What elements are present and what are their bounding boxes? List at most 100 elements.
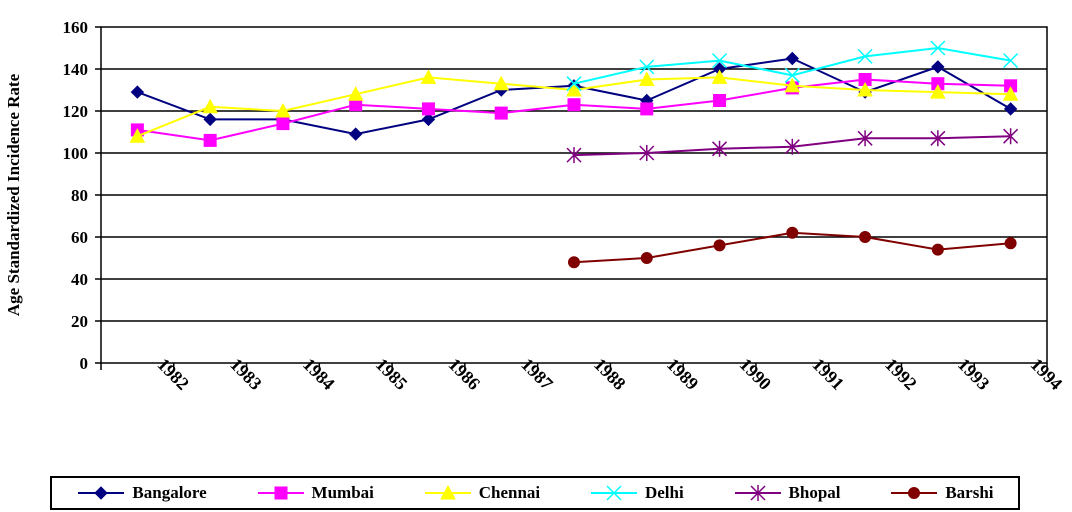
legend-item-mumbai: Mumbai xyxy=(256,483,374,503)
data-point-mumbai xyxy=(494,106,508,120)
legend-swatch-mumbai xyxy=(257,486,304,500)
data-point-bangalore xyxy=(931,60,945,74)
data-point-chennai xyxy=(347,86,364,101)
x-tick-label: 1990 xyxy=(736,354,776,394)
data-point-delhi xyxy=(784,67,800,83)
x-tick-label: 1986 xyxy=(445,354,485,394)
x-tick-label: 1988 xyxy=(590,354,630,394)
legend: Bangalore Mumbai Chennai Delhi Bhopal Barshi xyxy=(50,476,1020,510)
data-point-chennai xyxy=(930,84,946,99)
y-axis-label: Age Standardized Incidence Rate xyxy=(4,73,23,317)
data-point-mumbai xyxy=(567,98,581,112)
data-point-delhi xyxy=(639,59,655,75)
data-point-mumbai xyxy=(421,102,435,116)
data-point-bhopal xyxy=(566,147,582,164)
data-point-bhopal xyxy=(784,138,800,155)
legend-swatch-bhopal xyxy=(734,485,781,501)
data-point-mumbai xyxy=(276,117,290,131)
data-point-bhopal xyxy=(712,140,728,157)
y-tick-label: 20 xyxy=(71,312,88,331)
data-point-bangalore xyxy=(785,51,800,66)
x-tick-label: 1991 xyxy=(808,354,848,394)
legend-label: Bangalore xyxy=(132,483,207,502)
data-point-bangalore xyxy=(348,127,363,141)
legend-label: Chennai xyxy=(478,483,541,502)
data-point-barshi xyxy=(859,231,872,243)
x-tick-label: 1993 xyxy=(954,354,994,394)
data-point-bhopal xyxy=(930,130,946,147)
legend-swatch-barshi xyxy=(891,487,938,499)
x-tick-label: 1987 xyxy=(517,354,557,394)
legend-marker xyxy=(750,485,766,501)
x-tick-label: 1989 xyxy=(663,354,703,394)
data-point-barshi xyxy=(786,226,799,239)
data-point-mumbai xyxy=(203,133,217,147)
data-point-chennai xyxy=(566,81,582,97)
data-point-mumbai xyxy=(713,94,727,107)
legend-label: Delhi xyxy=(644,483,684,502)
legend-swatch-chennai xyxy=(424,484,471,500)
data-point-chennai xyxy=(784,77,801,93)
data-point-chennai xyxy=(638,71,655,86)
data-point-bangalore xyxy=(421,112,436,127)
legend-item-bangalore: Bangalore xyxy=(76,483,207,503)
y-tick-label: 40 xyxy=(71,270,88,289)
legend-marker xyxy=(94,486,109,500)
x-tick-label: 1983 xyxy=(226,354,266,394)
data-point-bangalore xyxy=(130,85,145,99)
series-delhi xyxy=(566,40,1019,92)
series-barshi xyxy=(568,226,1017,269)
legend-item-chennai: Chennai xyxy=(423,483,540,503)
legend-swatch-delhi xyxy=(590,485,637,501)
legend-item-delhi: Delhi xyxy=(589,483,684,503)
legend-item-barshi: Barshi xyxy=(889,483,994,503)
data-point-chennai xyxy=(711,69,728,84)
data-point-chennai xyxy=(493,75,510,91)
legend-item-bhopal: Bhopal xyxy=(733,483,841,503)
data-point-delhi xyxy=(930,40,946,56)
data-point-delhi xyxy=(566,76,582,92)
legend-swatch-bangalore xyxy=(78,486,125,500)
legend-label: Bhopal xyxy=(788,483,841,502)
data-point-delhi xyxy=(712,53,728,69)
data-point-chennai xyxy=(1002,86,1019,101)
data-point-bangalore xyxy=(203,112,217,127)
y-tick-label: 60 xyxy=(71,228,88,247)
data-point-chennai xyxy=(857,81,873,97)
data-point-bangalore xyxy=(1003,102,1018,116)
data-point-chennai xyxy=(202,98,218,114)
data-point-barshi xyxy=(568,256,580,269)
data-point-chennai xyxy=(420,69,437,84)
y-tick-label: 100 xyxy=(63,144,89,163)
data-point-barshi xyxy=(1004,237,1017,250)
data-point-bhopal xyxy=(857,130,873,147)
data-point-bhopal xyxy=(639,145,655,161)
x-tick-label: 1985 xyxy=(372,354,412,394)
data-point-barshi xyxy=(931,243,944,256)
x-tick-label: 1994 xyxy=(1027,354,1067,394)
data-point-mumbai xyxy=(640,102,654,116)
data-point-delhi xyxy=(857,48,873,64)
data-point-bhopal xyxy=(1003,128,1019,145)
legend-marker xyxy=(439,484,456,500)
y-tick-label: 140 xyxy=(63,60,89,79)
legend-label: Barshi xyxy=(945,483,994,502)
data-point-barshi xyxy=(713,239,726,252)
data-point-chennai xyxy=(275,102,291,118)
legend-label: Mumbai xyxy=(311,483,374,502)
x-tick-label: 1984 xyxy=(299,354,339,394)
y-tick-label: 0 xyxy=(80,354,89,373)
series-bhopal xyxy=(566,128,1019,164)
x-tick-label: 1982 xyxy=(153,354,193,394)
y-tick-label: 80 xyxy=(71,186,88,205)
legend-marker xyxy=(274,486,288,500)
data-point-chennai xyxy=(129,128,146,143)
legend-marker xyxy=(908,487,921,499)
data-point-delhi xyxy=(1003,53,1019,69)
data-point-barshi xyxy=(640,252,653,264)
series-chennai xyxy=(129,69,1019,143)
y-tick-label: 160 xyxy=(63,18,89,37)
x-tick-label: 1992 xyxy=(881,354,921,394)
legend-marker xyxy=(606,485,622,501)
